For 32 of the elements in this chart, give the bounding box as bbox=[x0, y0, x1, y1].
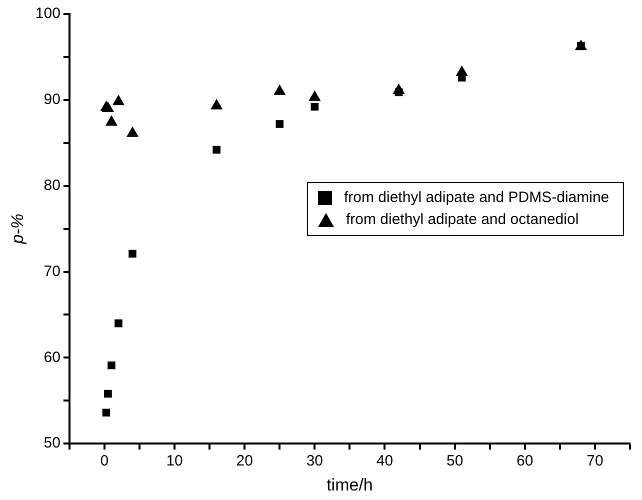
point bbox=[310, 102, 319, 111]
x-tick-label: 0 bbox=[100, 452, 109, 470]
point bbox=[105, 115, 118, 126]
point bbox=[126, 126, 139, 137]
legend-label: from diethyl adipate and octanediol bbox=[346, 210, 579, 230]
y-axis-title: p-% bbox=[8, 214, 27, 245]
x-axis-title: time/h bbox=[326, 475, 373, 494]
x-tick-label: 40 bbox=[376, 452, 394, 470]
y-tick-label: 50 bbox=[44, 434, 60, 452]
point bbox=[210, 98, 223, 110]
x-tick-label: 70 bbox=[586, 452, 604, 470]
y-tick-label: 100 bbox=[35, 5, 60, 22]
x-tick-label: 50 bbox=[446, 452, 464, 470]
x-tick-label: 20 bbox=[236, 452, 253, 470]
point bbox=[108, 362, 116, 370]
x-tick-label: 10 bbox=[166, 452, 183, 470]
point bbox=[112, 94, 125, 106]
x-tick-label: 30 bbox=[306, 452, 324, 470]
y-tick-label: 70 bbox=[44, 262, 60, 280]
y-tick-label: 90 bbox=[44, 91, 60, 108]
point bbox=[102, 408, 110, 417]
point bbox=[212, 146, 220, 154]
x-tick-label: 60 bbox=[516, 452, 534, 470]
y-tick-label: 80 bbox=[44, 176, 60, 194]
point bbox=[128, 250, 136, 258]
y-tick-label: 60 bbox=[44, 348, 60, 366]
point bbox=[308, 90, 321, 101]
point bbox=[276, 120, 284, 128]
point bbox=[104, 390, 112, 398]
point bbox=[114, 319, 122, 328]
point bbox=[274, 84, 286, 95]
legend-label: from diethyl adipate and PDMS-diamine bbox=[344, 188, 610, 208]
